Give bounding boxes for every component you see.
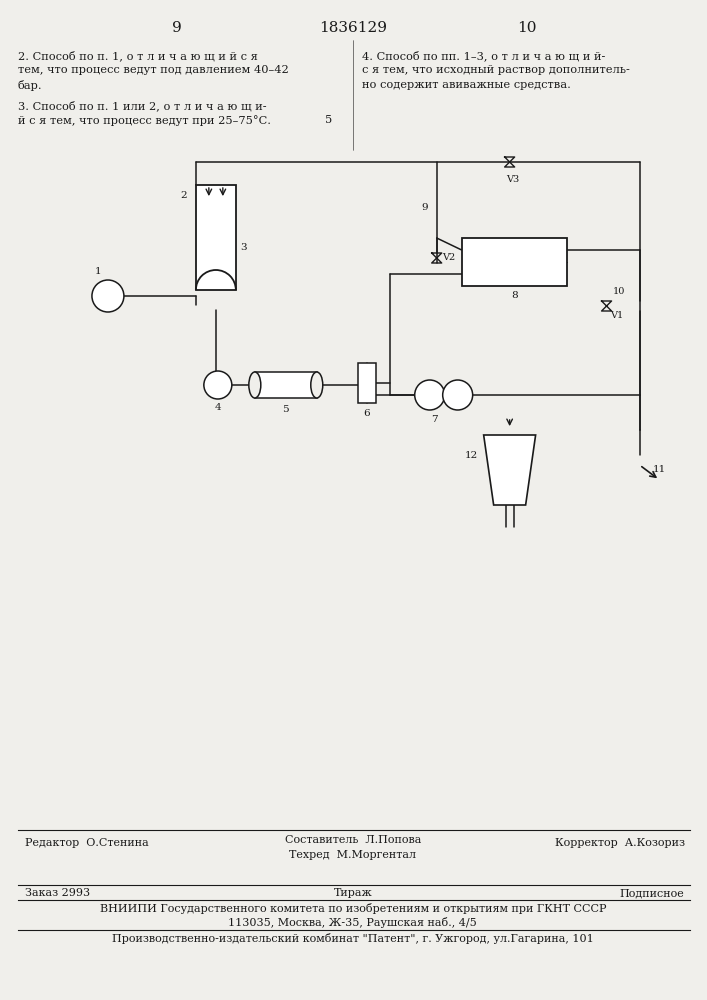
Text: 4: 4 (214, 402, 221, 412)
Text: с я тем, что исходный раствор дополнитель-: с я тем, что исходный раствор дополнител… (362, 65, 630, 75)
Text: 4. Способ по пп. 1–3, о т л и ч а ю щ и й-: 4. Способ по пп. 1–3, о т л и ч а ю щ и … (362, 50, 605, 61)
Text: 8: 8 (511, 292, 518, 300)
Bar (358, 363, 375, 403)
Text: 7: 7 (431, 414, 438, 424)
Polygon shape (484, 435, 536, 505)
Circle shape (443, 380, 473, 410)
Text: ВНИИПИ Государственного комитета по изобретениям и открытиям при ГКНТ СССР: ВНИИПИ Государственного комитета по изоб… (100, 903, 606, 914)
Circle shape (92, 280, 124, 312)
Text: 11: 11 (653, 466, 666, 475)
Circle shape (204, 371, 232, 399)
Text: Тираж: Тираж (334, 888, 372, 898)
Text: Техред  М.Моргентал: Техред М.Моргентал (289, 850, 416, 860)
Text: V1: V1 (610, 312, 623, 320)
Ellipse shape (249, 372, 261, 398)
Text: 1: 1 (95, 266, 101, 275)
Text: 10: 10 (517, 21, 537, 35)
Text: Производственно-издательский комбинат "Патент", г. Ужгород, ул.Гагарина, 101: Производственно-издательский комбинат "П… (112, 933, 594, 944)
Text: но содержит авиважные средства.: но содержит авиважные средства. (362, 80, 571, 90)
Text: 3. Способ по п. 1 или 2, о т л и ч а ю щ и-: 3. Способ по п. 1 или 2, о т л и ч а ю щ… (18, 100, 267, 111)
Text: V2: V2 (442, 253, 455, 262)
Text: тем, что процесс ведут под давлением 40–42: тем, что процесс ведут под давлением 40–… (18, 65, 288, 75)
Bar (255, 372, 317, 398)
Text: Заказ 2993: Заказ 2993 (25, 888, 90, 898)
Text: Подписное: Подписное (620, 888, 684, 898)
Text: 9: 9 (172, 21, 182, 35)
Text: 2. Способ по п. 1, о т л и ч а ю щ и й с я: 2. Способ по п. 1, о т л и ч а ю щ и й с… (18, 50, 258, 61)
Text: 3: 3 (240, 243, 247, 252)
Bar (462, 238, 566, 286)
Text: 9: 9 (421, 204, 428, 213)
Ellipse shape (311, 372, 323, 398)
Text: V3: V3 (506, 176, 519, 184)
Circle shape (415, 380, 445, 410)
Text: 6: 6 (363, 408, 370, 418)
Text: Редактор  О.Стенина: Редактор О.Стенина (25, 838, 148, 848)
Text: бар.: бар. (18, 80, 42, 91)
Text: 10: 10 (612, 286, 625, 296)
Text: 1836129: 1836129 (319, 21, 387, 35)
Bar (196, 185, 236, 290)
Text: 2: 2 (180, 190, 187, 200)
Text: 5: 5 (325, 115, 332, 125)
Text: Составитель  Л.Попова: Составитель Л.Попова (284, 835, 421, 845)
Text: й с я тем, что процесс ведут при 25–75°С.: й с я тем, что процесс ведут при 25–75°С… (18, 115, 271, 126)
Text: 12: 12 (465, 450, 479, 460)
Text: Корректор  А.Козориз: Корректор А.Козориз (554, 838, 684, 848)
Text: 113035, Москва, Ж-35, Раушская наб., 4/5: 113035, Москва, Ж-35, Раушская наб., 4/5 (228, 917, 477, 928)
Text: 5: 5 (283, 406, 289, 414)
